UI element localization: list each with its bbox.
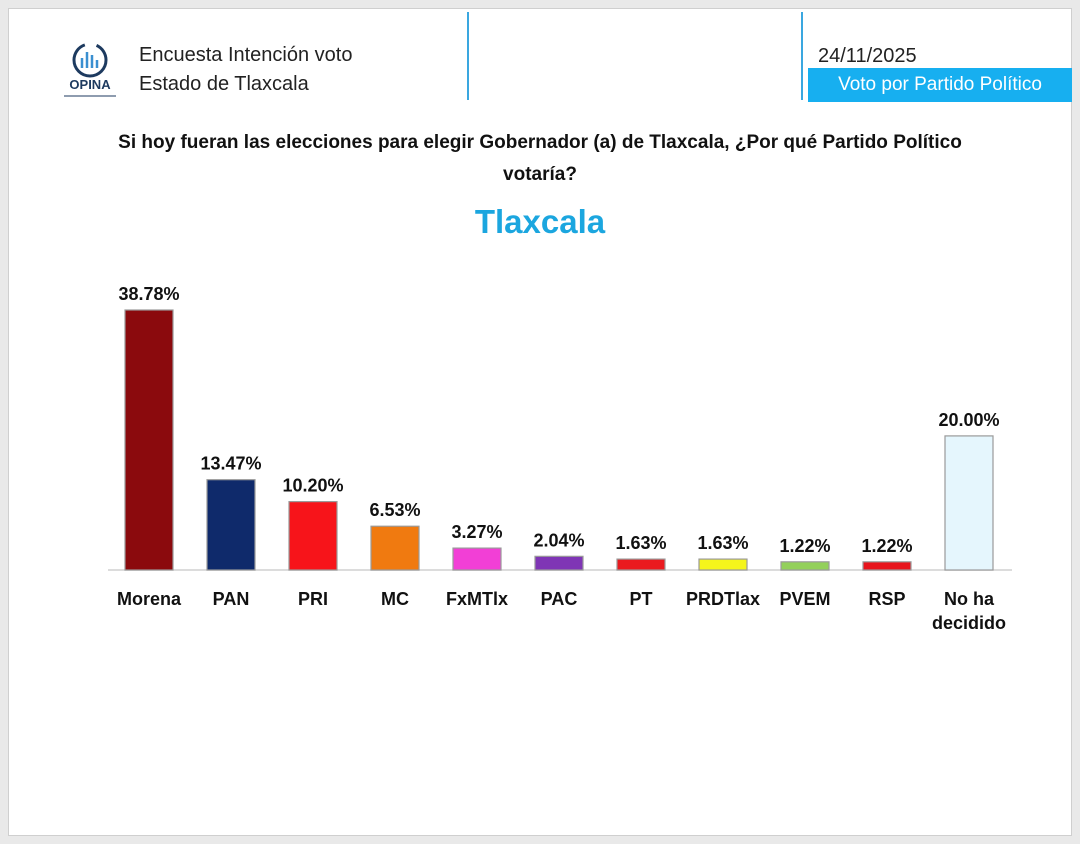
category-label: No ha: [944, 589, 995, 609]
data-label: 1.63%: [615, 533, 666, 553]
bar-no-ha-decidido: [944, 435, 994, 571]
data-label: 1.22%: [861, 536, 912, 556]
data-label: 2.04%: [533, 530, 584, 550]
category-label: PT: [629, 589, 652, 609]
data-label: 20.00%: [938, 410, 999, 430]
header-divider: [801, 12, 803, 100]
survey-title: Encuesta Intención voto: [139, 44, 353, 66]
bar-pac: [534, 555, 584, 571]
category-label: RSP: [868, 589, 905, 609]
data-label: 10.20%: [282, 476, 343, 496]
category-label: MC: [381, 589, 409, 609]
category-label: FxMTlx: [446, 589, 508, 609]
data-label: 1.22%: [779, 536, 830, 556]
chart-title: Tlaxcala: [474, 203, 606, 240]
bar-prdtlax: [698, 558, 748, 571]
opina-logo: OPINA: [64, 42, 116, 97]
category-label: PAC: [541, 589, 578, 609]
bar-pri: [288, 501, 338, 571]
survey-subtitle: Estado de Tlaxcala: [139, 73, 309, 95]
bar-pvem: [780, 561, 830, 571]
bar-fxmtlx: [452, 547, 502, 571]
category-label: PVEM: [779, 589, 830, 609]
bar-pt: [616, 558, 666, 571]
data-label: 3.27%: [451, 522, 502, 542]
bar-rsp: [862, 561, 912, 571]
survey-question: Si hoy fueran las elecciones para elegir…: [118, 132, 962, 185]
category-label: PAN: [213, 589, 250, 609]
data-label: 6.53%: [369, 500, 420, 520]
bar-mc: [370, 525, 420, 571]
category-label: PRI: [298, 589, 328, 609]
report-page: [8, 8, 1072, 836]
section-badge: Voto por Partido Político: [808, 68, 1072, 102]
svg-text:OPINA: OPINA: [69, 77, 111, 92]
header-divider: [467, 12, 469, 100]
data-label: 13.47%: [200, 454, 261, 474]
category-label: PRDTlax: [686, 589, 760, 609]
bar-morena: [124, 309, 174, 571]
category-label: Morena: [117, 589, 182, 609]
category-label: decidido: [932, 613, 1006, 633]
data-label: 38.78%: [118, 284, 179, 304]
bar-pan: [206, 479, 256, 571]
survey-date: 24/11/2025: [818, 45, 917, 67]
data-label: 1.63%: [697, 533, 748, 553]
